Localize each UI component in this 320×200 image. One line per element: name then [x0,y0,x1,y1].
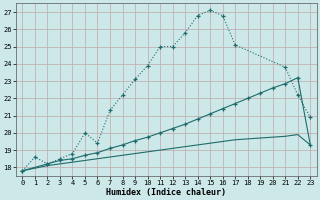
X-axis label: Humidex (Indice chaleur): Humidex (Indice chaleur) [106,188,226,197]
